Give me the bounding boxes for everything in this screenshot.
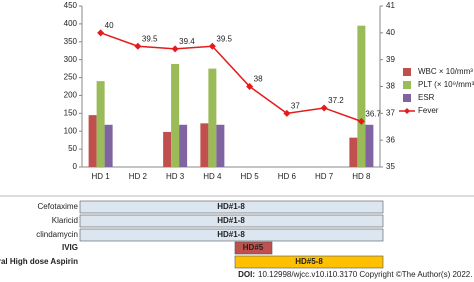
bar <box>88 115 97 167</box>
drug-label: IVIG <box>62 243 78 252</box>
x-tick-label: HD 8 <box>352 172 371 181</box>
legend-label: WBC × 10/mm³ <box>418 67 473 76</box>
drug-period: HD#1-8 <box>217 216 245 225</box>
bar <box>171 63 180 167</box>
bar <box>96 81 105 167</box>
bar <box>200 123 209 167</box>
drug-bar <box>79 228 384 242</box>
data-label: 37 <box>291 101 300 110</box>
y-tick-label: 100 <box>64 126 78 135</box>
bar <box>104 124 113 167</box>
marker <box>97 29 105 37</box>
legend-label: Fever <box>418 106 439 115</box>
y2-tick-label: 36 <box>386 135 395 144</box>
data-label: 36.7 <box>365 109 381 118</box>
bar <box>357 25 366 167</box>
doi-label: DOI: <box>238 270 255 279</box>
bar <box>208 68 217 167</box>
marker <box>283 109 291 117</box>
y-tick-label: 450 <box>64 1 78 10</box>
drug-period: HD#1-8 <box>217 230 245 239</box>
x-tick-label: HD 5 <box>241 172 260 181</box>
bar <box>163 131 172 167</box>
doi-text: 10.12998/wjcc.v10.i10.3170 Copyright ©Th… <box>258 270 472 279</box>
data-label: 40 <box>105 21 114 30</box>
x-tick-label: HD 7 <box>315 172 334 181</box>
y-tick-label: 150 <box>64 108 78 117</box>
bar <box>365 124 374 167</box>
y2-tick-label: 38 <box>386 82 395 91</box>
marker <box>357 117 365 125</box>
drug-period: HD#5-8 <box>295 257 323 266</box>
drug-bar <box>234 241 273 255</box>
x-tick-label: HD 2 <box>129 172 148 181</box>
marker <box>134 42 142 50</box>
timeline: Cefotaxime HD#1-8 Klaricid HD#1-8 clinda… <box>0 200 384 269</box>
x-tick-label: HD 4 <box>203 172 222 181</box>
data-label: 39.5 <box>216 34 232 43</box>
y-tick-label: 400 <box>64 19 78 28</box>
y-tick-label: 200 <box>64 91 78 100</box>
drug-label: Cefotaxime <box>38 202 79 211</box>
legend-label: ESR <box>418 93 435 102</box>
y-tick-label: 300 <box>64 55 78 64</box>
legend-swatch <box>403 81 411 89</box>
marker <box>246 83 254 90</box>
data-label: 37.2 <box>328 96 344 105</box>
bar <box>216 124 225 167</box>
legend-label: PLT (× 10⁹/mm³) <box>418 80 474 89</box>
drug-label: Klaricid <box>52 216 78 225</box>
legend-swatch <box>403 94 411 102</box>
y2-tick-label: 37 <box>386 108 395 117</box>
drug-bar <box>79 200 384 214</box>
y2-tick-label: 39 <box>386 55 395 64</box>
drug-period: HD#5 <box>243 243 264 252</box>
x-tick-label: HD 6 <box>278 172 297 181</box>
data-label: 39.4 <box>179 37 195 46</box>
x-tick-label: HD 3 <box>166 172 185 181</box>
y2-tick-label: 41 <box>386 1 395 10</box>
y-tick-label: 250 <box>64 73 78 82</box>
marker <box>171 45 179 53</box>
y2-tick-label: 40 <box>386 28 395 37</box>
marker <box>320 104 328 112</box>
drug-label: Oral High dose Aspirin <box>0 257 78 266</box>
bar <box>179 124 188 167</box>
data-label: 39.5 <box>142 34 158 43</box>
bar <box>349 137 358 167</box>
drug-period: HD#1-8 <box>217 202 245 211</box>
marker <box>208 42 216 50</box>
y2-tick-label: 35 <box>386 162 395 171</box>
drug-bar <box>234 255 384 269</box>
drug-label: clindamycin <box>36 230 78 239</box>
y-tick-label: 0 <box>73 162 78 171</box>
x-tick-label: HD 1 <box>92 172 111 181</box>
legend-marker <box>404 108 410 114</box>
data-label: 38 <box>254 75 263 84</box>
legend-swatch <box>403 68 411 76</box>
y-tick-label: 350 <box>64 37 78 46</box>
drug-bar <box>79 214 384 228</box>
y-tick-label: 50 <box>68 144 77 153</box>
fever-line <box>100 32 362 123</box>
